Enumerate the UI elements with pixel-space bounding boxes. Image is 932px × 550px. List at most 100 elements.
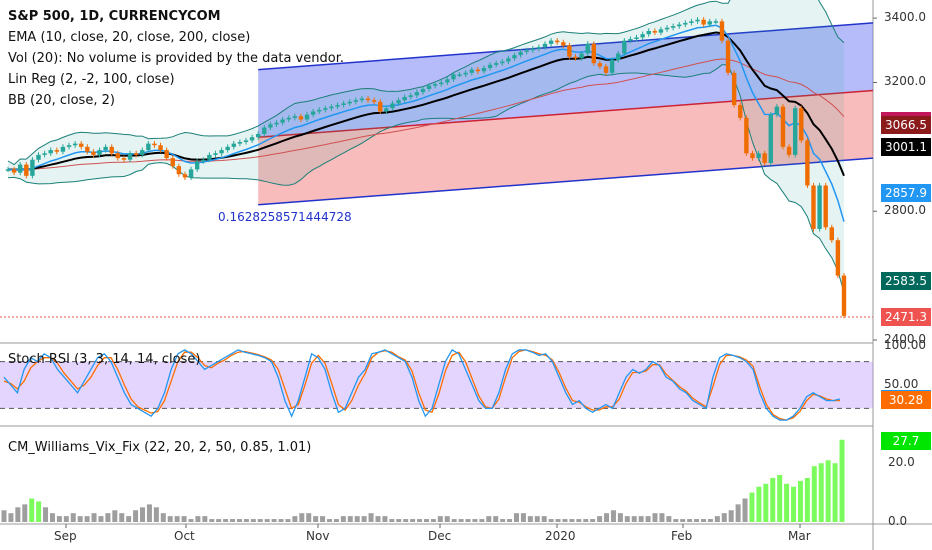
vix-fix-bar <box>818 463 824 522</box>
vix-fix-bar <box>597 516 603 522</box>
bollinger-upper-line <box>7 0 845 166</box>
candle-body <box>750 153 755 159</box>
candle-body <box>54 150 60 152</box>
price-axis-label: 2400.0 <box>884 332 926 346</box>
vix-fix-bar <box>410 519 416 522</box>
candle-body <box>176 166 182 175</box>
candle-body <box>805 140 810 186</box>
candle-body <box>85 146 90 152</box>
vix-fix-bar <box>472 519 478 522</box>
vix-fix-bar <box>202 516 208 522</box>
candle-body <box>500 61 505 64</box>
vix-fix-bar <box>694 519 700 522</box>
vix-fix-bar <box>583 519 589 522</box>
candle-body <box>304 114 310 120</box>
price-value-tag: 2857.9 <box>881 183 931 202</box>
vix-fix-bar <box>292 516 298 522</box>
vix-fix-bar <box>534 516 540 522</box>
candle-body <box>255 133 261 138</box>
candle-body <box>109 146 114 154</box>
candle-body <box>475 69 481 72</box>
vix-fix-bar <box>721 513 727 522</box>
vix-fix-bar <box>507 519 513 522</box>
vix-fix-bar <box>610 510 616 522</box>
candle-body <box>170 158 175 167</box>
vix-fix-bar <box>36 501 42 522</box>
vix-fix-bar <box>423 519 429 522</box>
vix-fix-bar <box>382 516 388 522</box>
ema-200-line <box>7 58 845 171</box>
vix-fix-bar <box>257 519 263 522</box>
candle-body <box>207 154 212 160</box>
vix-fix-bar <box>673 519 679 522</box>
candle-body <box>603 66 609 73</box>
vix-fix-bar <box>825 460 831 522</box>
candle-body <box>262 127 267 134</box>
candle-body <box>30 159 35 176</box>
vix-fix-bar <box>666 516 672 522</box>
chart-legend: S&P 500, 1D, CURRENCYCOM EMA (10, close,… <box>8 6 344 111</box>
candle-body <box>597 63 603 67</box>
vix-fix-bar <box>112 510 118 522</box>
vix-fix-bar <box>174 516 180 522</box>
vix-fix-bar <box>513 513 519 522</box>
vix-fix-bar <box>354 516 360 522</box>
vix-fix-bar <box>160 513 166 522</box>
vix-fix-bar <box>791 486 797 522</box>
candle-body <box>188 169 194 178</box>
candle-body <box>756 153 761 159</box>
vix-fix-bar <box>624 516 630 522</box>
candle-body <box>445 79 450 83</box>
vix-fix-bar <box>22 504 28 522</box>
vix-fix-bar <box>167 516 173 522</box>
candle-body <box>719 21 725 41</box>
candle-body <box>237 142 243 144</box>
vix-fix-bar <box>91 513 97 522</box>
candle-body <box>219 150 224 154</box>
linreg-coefficient-label: 0.1628258571444728 <box>218 210 352 224</box>
bollinger-band-fill <box>8 0 844 293</box>
vix-fix-bar <box>417 519 423 522</box>
candle-body <box>689 21 694 23</box>
candle-body <box>72 143 78 146</box>
vix-fix-bar <box>735 504 741 522</box>
vix-fix-bar <box>285 519 291 522</box>
vix-fix-bar <box>604 513 610 522</box>
candle-body <box>42 153 47 155</box>
vix-fix-bar <box>541 516 547 522</box>
candle-body <box>524 50 529 52</box>
price-value-tag: 3066.5 <box>881 116 931 135</box>
candle-body <box>268 124 273 128</box>
candle-body <box>707 21 712 25</box>
price-value-tag: 3001.1 <box>881 137 931 156</box>
vix-fix-bar <box>638 516 644 522</box>
vix-fix-bar <box>181 516 187 522</box>
candle-body <box>554 40 560 43</box>
candle-body <box>323 108 328 110</box>
vix-fix-bar <box>333 519 339 522</box>
vix-fix-bar <box>230 519 236 522</box>
vix-fix-bar <box>590 519 596 522</box>
candle-body <box>353 100 359 102</box>
candle-body <box>243 140 249 143</box>
vix-fix-bar <box>126 516 132 522</box>
vix-fix-bar <box>444 516 450 522</box>
candle-body <box>439 82 444 85</box>
vix-fix-bar <box>555 519 561 522</box>
candle-body <box>530 48 535 51</box>
candle-body <box>609 59 615 73</box>
candle-body <box>799 108 804 141</box>
stoch-d-line <box>3 349 840 421</box>
candle-body <box>140 150 145 155</box>
price-axis-label: 2800.0 <box>884 203 926 218</box>
vix-fix-bar <box>403 519 409 522</box>
candle-body <box>225 146 230 151</box>
candle-body <box>79 143 84 147</box>
vix-fix-bar <box>479 519 485 522</box>
linreg-lower-band <box>258 90 873 205</box>
candle-body <box>823 185 828 228</box>
candle-body <box>194 161 200 170</box>
vix-fix-bar <box>29 498 35 522</box>
candle-body <box>506 58 511 62</box>
